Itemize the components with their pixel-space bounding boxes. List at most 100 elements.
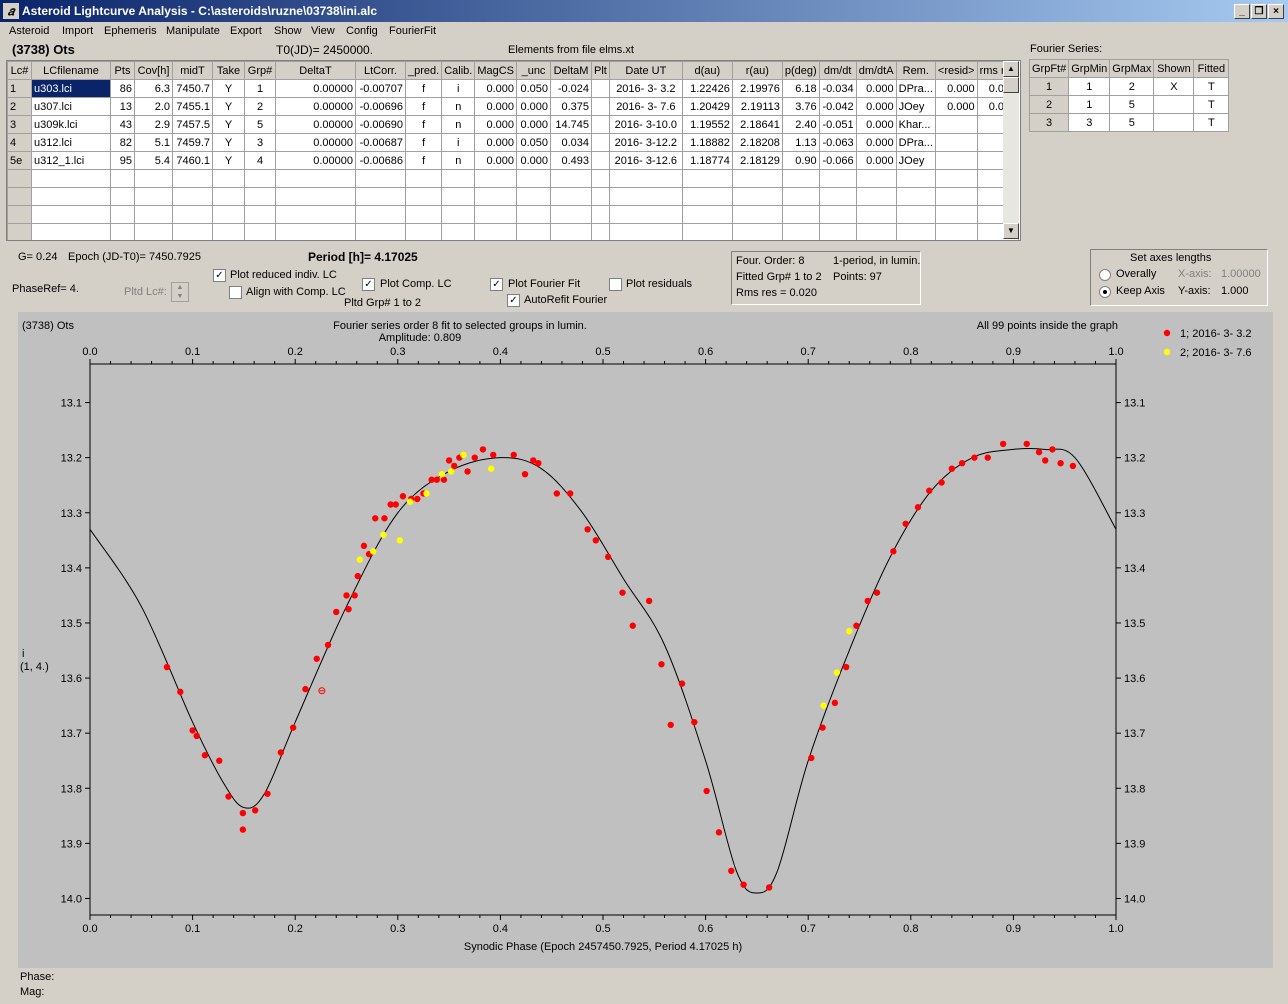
table-cell[interactable]: 6.3 [134,79,173,98]
table-cell[interactable]: 7457.5 [172,115,213,134]
fourier-cell[interactable]: 1 [1068,95,1111,114]
table-row-empty[interactable] [7,187,1020,206]
table-cell[interactable] [550,169,593,188]
table-cell[interactable] [591,151,610,170]
table-cell[interactable]: 0.000 [855,133,897,152]
fourier-cell[interactable]: 5 [1109,113,1155,132]
table-cell[interactable] [550,205,593,224]
table-cell[interactable] [212,223,245,240]
table-cell[interactable] [895,223,936,240]
table-cell[interactable]: 2.19976 [731,79,783,98]
table-cell[interactable]: 2.9 [134,115,173,134]
table-cell[interactable]: 2016- 3-12.6 [608,151,683,170]
table-cell[interactable]: 0.00000 [275,97,356,116]
table-cell[interactable] [591,133,610,152]
menu-export[interactable]: Export [230,25,262,37]
scroll-up-icon[interactable]: ▲ [1003,61,1019,77]
table-row[interactable]: 3 u309k.lci 43 2.9 7457.5 Y 5 0.00000 -0.00690 f n… [7,115,1020,134]
table-cell[interactable]: JOey [895,151,936,170]
lc-col-header[interactable]: _pred. [404,61,443,80]
table-cell[interactable]: i [441,133,476,152]
lc-col-header[interactable]: p(deg) [781,61,820,80]
table-cell[interactable]: 4 [244,151,276,170]
table-cell[interactable]: f [404,97,443,116]
table-cell[interactable] [275,205,356,224]
table-cell[interactable]: 13 [110,97,135,116]
plot-fourier-checkbox[interactable]: ✓ [490,278,503,291]
table-cell[interactable] [550,223,593,240]
table-cell[interactable] [172,169,213,188]
table-cell[interactable] [818,223,857,240]
autorefit-checkbox[interactable]: ✓ [507,294,520,307]
table-cell[interactable] [591,187,610,206]
table-cell[interactable] [244,223,276,240]
table-cell[interactable] [7,223,32,240]
table-cell[interactable]: DPra... [895,133,936,152]
menu-show[interactable]: Show [274,25,302,37]
table-cell[interactable] [934,151,978,170]
menu-fourierfit[interactable]: FourierFit [389,25,437,37]
table-cell[interactable] [781,169,820,188]
table-cell[interactable]: i [441,79,476,98]
table-cell[interactable] [134,187,173,206]
table-cell[interactable] [31,205,111,224]
table-cell[interactable] [731,187,783,206]
table-cell[interactable] [781,205,820,224]
plot-residuals-checkbox[interactable] [609,278,622,291]
keep-axis-radio[interactable] [1099,286,1111,298]
table-cell[interactable] [591,115,610,134]
lc-table-scrollbar[interactable]: ▲ ▼ [1003,61,1019,239]
table-cell[interactable] [855,187,897,206]
table-cell[interactable] [31,169,111,188]
table-cell[interactable]: 2.0 [134,97,173,116]
table-cell[interactable]: 5 [244,115,276,134]
row-header[interactable]: 5e [7,151,32,170]
table-cell[interactable]: 6.18 [781,79,820,98]
table-cell[interactable] [110,205,135,224]
table-cell[interactable] [550,187,593,206]
table-cell[interactable]: -0.00696 [355,97,406,116]
table-cell[interactable] [134,169,173,188]
table-cell[interactable] [7,187,32,206]
plot-comp-checkbox[interactable]: ✓ [362,278,375,291]
table-cell[interactable] [355,223,406,240]
table-cell[interactable] [404,169,443,188]
table-cell[interactable]: -0.00687 [355,133,406,152]
table-cell[interactable] [855,169,897,188]
table-cell[interactable]: 5.1 [134,133,173,152]
table-cell[interactable] [608,223,683,240]
table-cell[interactable]: 0.000 [474,133,518,152]
menu-import[interactable]: Import [62,25,94,37]
fourier-cell[interactable]: 3 [1068,113,1111,132]
table-cell[interactable]: DPra... [895,79,936,98]
table-cell[interactable]: 7460.1 [172,151,213,170]
table-cell[interactable]: 1.19552 [681,115,733,134]
table-cell[interactable]: 0.050 [516,79,552,98]
table-cell[interactable]: n [441,97,476,116]
table-cell[interactable] [516,169,552,188]
table-cell[interactable] [516,223,552,240]
table-cell[interactable]: n [441,151,476,170]
table-cell[interactable] [441,169,476,188]
table-cell[interactable]: 2016- 3-10.0 [608,115,683,134]
lc-col-header[interactable]: dm/dtA [855,61,897,80]
table-cell[interactable] [934,169,978,188]
table-cell[interactable]: n [441,115,476,134]
table-cell[interactable] [731,169,783,188]
table-cell[interactable]: Y [212,151,245,170]
lc-col-header[interactable]: Plt [591,61,610,80]
table-cell[interactable]: u312_1.lci [31,151,111,170]
lc-col-header[interactable]: dm/dt [818,61,857,80]
fourier-cell[interactable]: T [1193,113,1230,132]
table-cell[interactable] [681,169,733,188]
table-cell[interactable]: 86 [110,79,135,98]
table-cell[interactable] [895,187,936,206]
row-header[interactable]: 3 [7,115,32,134]
fourier-cell[interactable]: 2 [1109,77,1155,96]
table-row-empty[interactable] [7,205,1020,224]
table-cell[interactable]: 3 [244,133,276,152]
table-cell[interactable] [818,169,857,188]
lc-col-header[interactable]: <resid> [934,61,978,80]
scroll-down-icon[interactable]: ▼ [1003,223,1019,239]
